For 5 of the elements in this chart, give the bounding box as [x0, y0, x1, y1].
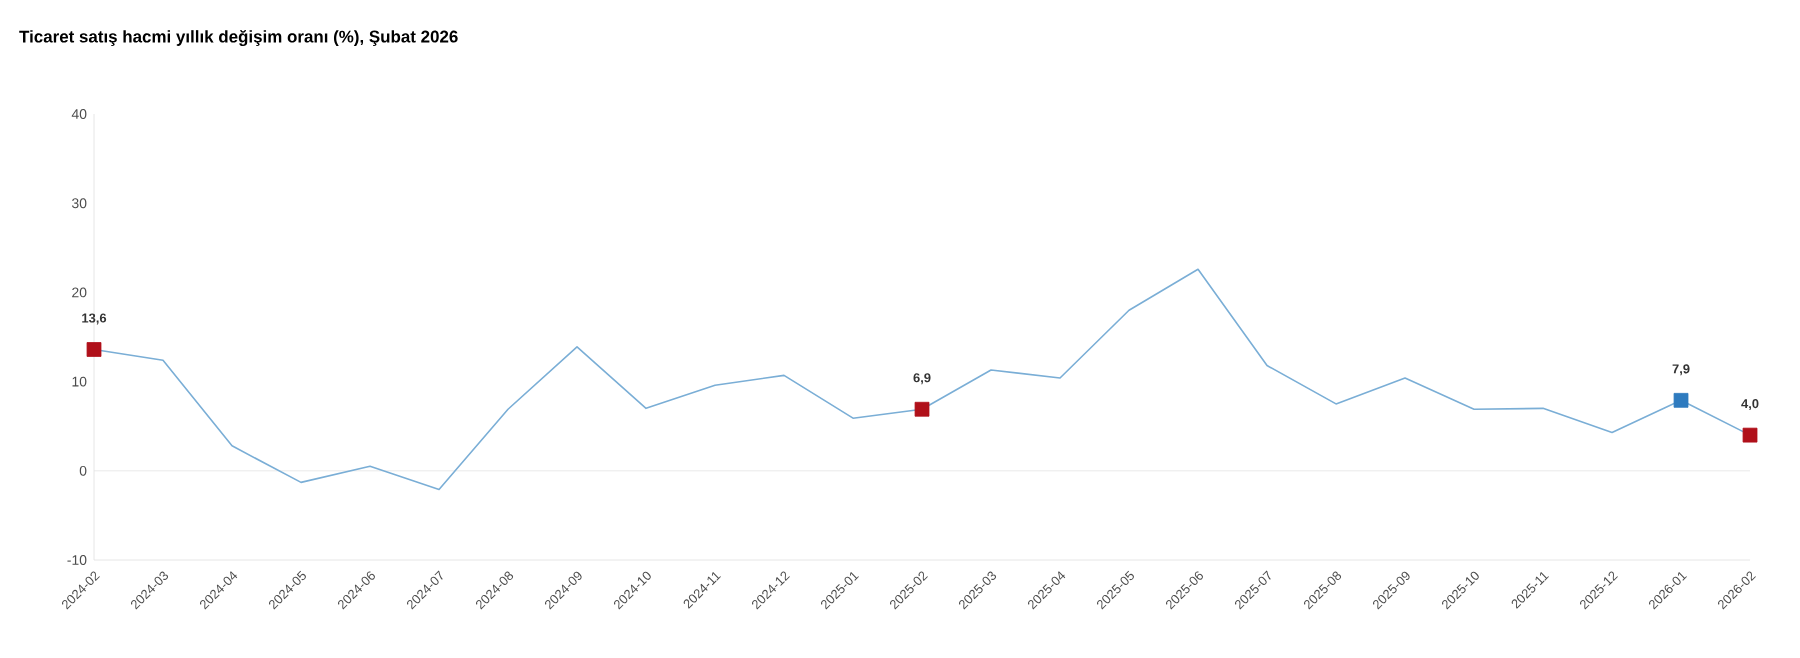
point — [914, 401, 930, 417]
point — [86, 342, 102, 357]
point — [1673, 392, 1689, 408]
chart-title: Ticaret satış hacmi yıllık değişim oranı (%), Şubat 2026 — [19, 29, 458, 47]
point — [1742, 427, 1758, 443]
